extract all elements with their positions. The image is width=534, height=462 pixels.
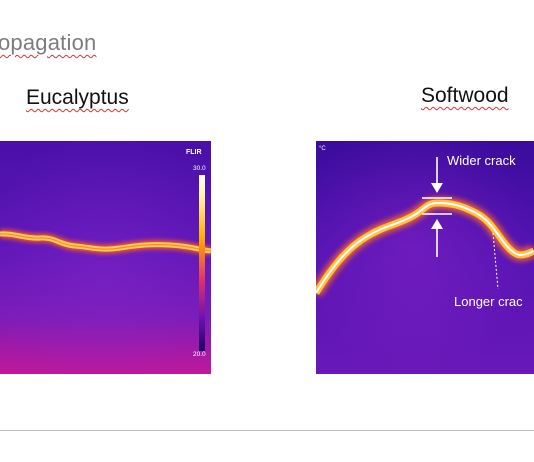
longer-crack-pointer [492,232,499,290]
unit-label: °C [319,146,326,152]
longer-crack-label: Longer crac [454,294,523,309]
wider-crack-label: Wider crack [447,153,516,168]
wider-crack-marker [422,157,452,257]
scale-min-label: 20.0 [193,351,206,358]
slide-title: opagation [0,30,97,55]
footer-divider [0,430,534,431]
flir-logo: FLIR [186,149,202,156]
softwood-label: Softwood [421,84,509,107]
temperature-scale-bar [199,175,205,351]
crack-line [316,201,534,294]
scale-max-label: 30.0 [193,165,206,172]
softwood-thermal-image: °C Wider crack Longer crac [316,141,534,374]
eucalyptus-thermal-image: FLIR 30.0 20.0 [0,141,211,374]
eucalyptus-label: Eucalyptus [26,86,129,109]
